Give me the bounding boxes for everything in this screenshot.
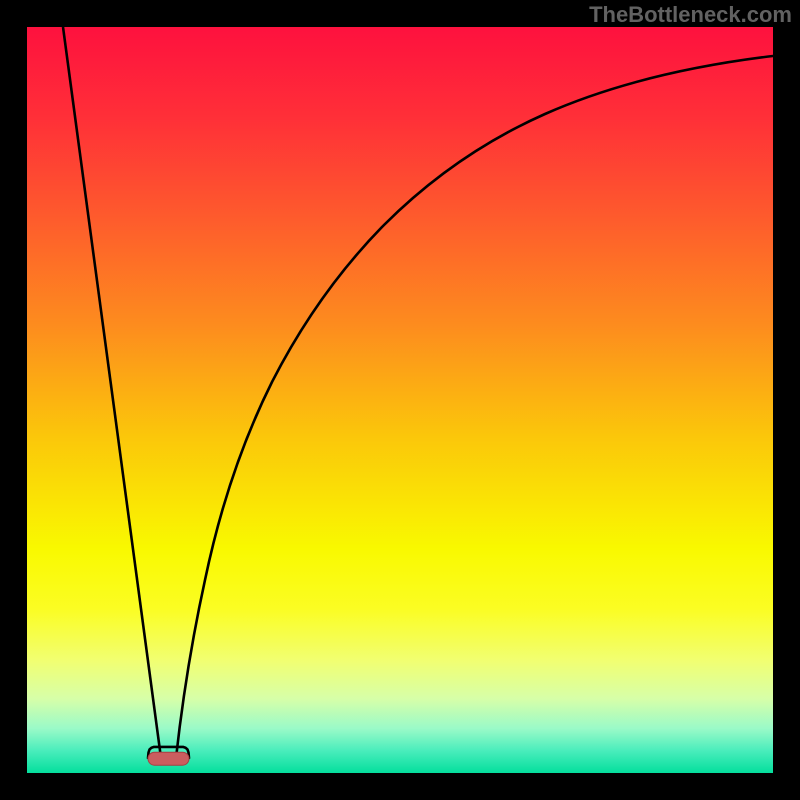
chart-svg <box>0 0 800 800</box>
chart-root: TheBottleneck.com <box>0 0 800 800</box>
optimum-marker <box>148 752 189 765</box>
watermark-text: TheBottleneck.com <box>589 2 792 28</box>
gradient-background <box>27 27 773 773</box>
